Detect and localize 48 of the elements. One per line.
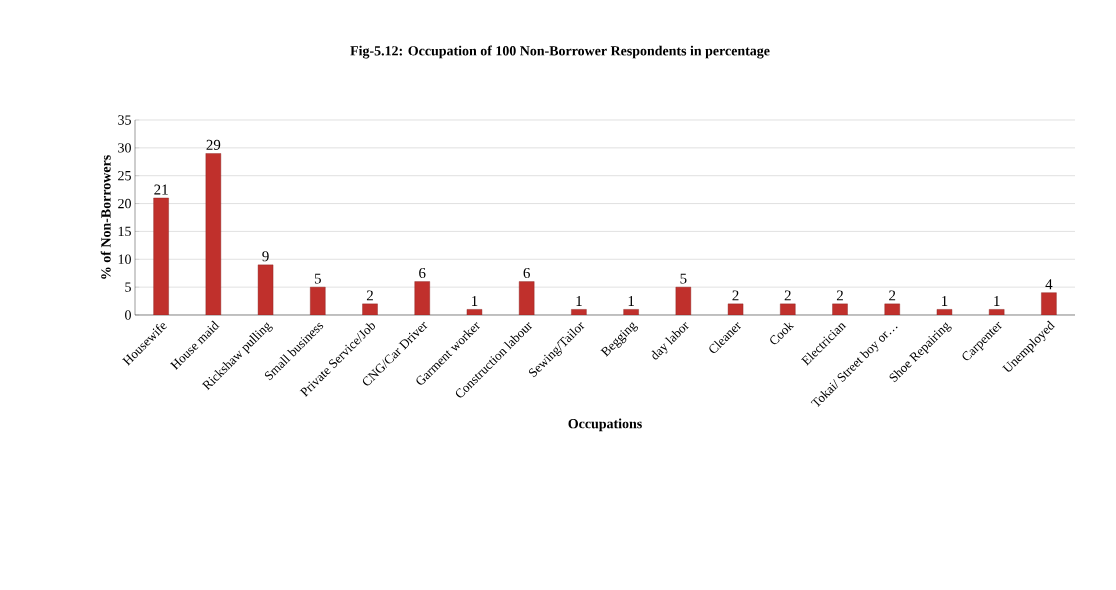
bar	[936, 309, 953, 315]
y-tick-label: 5	[125, 282, 131, 292]
data-label: 2	[732, 290, 739, 301]
y-tick-label: 15	[118, 226, 131, 237]
data-label: 1	[472, 296, 478, 306]
data-label: 1	[628, 296, 634, 306]
bar	[727, 303, 744, 315]
y-tick-label: 20	[118, 198, 131, 209]
bar	[362, 303, 378, 315]
x-tick-label: Cook	[770, 322, 795, 345]
data-label: 2	[784, 290, 791, 301]
bar	[310, 286, 326, 315]
data-label: 2	[889, 290, 896, 301]
y-tick-label: 10	[118, 254, 131, 264]
data-label: 29	[206, 139, 221, 150]
bar	[257, 264, 274, 315]
data-label: 2	[836, 290, 843, 301]
data-label: 5	[680, 273, 687, 284]
bar	[414, 281, 430, 315]
bar	[832, 303, 848, 315]
bar	[518, 281, 535, 315]
data-label: 1	[942, 296, 948, 306]
y-tick-label: 25	[118, 171, 131, 181]
data-label: 5	[314, 273, 321, 284]
data-label: 9	[262, 251, 269, 262]
y-axis-title: % of Non-Borrowers	[100, 155, 111, 279]
y-tick-label: 30	[118, 143, 131, 153]
bar	[623, 309, 639, 315]
data-label: 4	[1045, 279, 1053, 290]
bar	[675, 286, 692, 315]
data-label: 1	[994, 296, 1000, 306]
bar	[988, 309, 1005, 315]
bar	[466, 309, 483, 315]
bar	[153, 197, 169, 315]
data-label: 6	[523, 268, 530, 279]
bar	[1041, 292, 1057, 315]
bar	[571, 309, 587, 315]
data-label: 21	[154, 184, 168, 195]
bar	[780, 303, 796, 315]
data-label: 1	[576, 296, 582, 306]
data-label: 2	[366, 290, 373, 301]
bar	[884, 303, 900, 315]
bar	[205, 153, 222, 315]
chart-title: Fig-5.12: Occupation of 100 Non-Borrower Respondents in percentage	[350, 45, 770, 59]
data-label: 6	[419, 268, 426, 279]
y-tick-label: 35	[118, 115, 131, 125]
x-axis-title: Occupations	[568, 418, 642, 432]
y-tick-label: 0	[125, 310, 131, 320]
